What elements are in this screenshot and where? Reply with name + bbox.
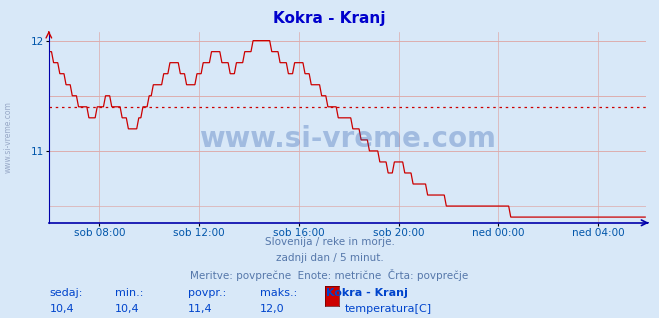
Text: 10,4: 10,4 bbox=[49, 304, 74, 314]
Text: maks.:: maks.: bbox=[260, 288, 298, 298]
Text: povpr.:: povpr.: bbox=[188, 288, 226, 298]
Text: temperatura[C]: temperatura[C] bbox=[345, 304, 432, 314]
Text: Kokra - Kranj: Kokra - Kranj bbox=[326, 288, 408, 298]
Text: min.:: min.: bbox=[115, 288, 144, 298]
Text: Kokra - Kranj: Kokra - Kranj bbox=[273, 11, 386, 26]
Text: Meritve: povprečne  Enote: metrične  Črta: povprečje: Meritve: povprečne Enote: metrične Črta:… bbox=[190, 269, 469, 281]
Text: zadnji dan / 5 minut.: zadnji dan / 5 minut. bbox=[275, 253, 384, 263]
Text: sedaj:: sedaj: bbox=[49, 288, 83, 298]
Text: www.si-vreme.com: www.si-vreme.com bbox=[3, 101, 13, 173]
Text: www.si-vreme.com: www.si-vreme.com bbox=[199, 125, 496, 153]
Text: 10,4: 10,4 bbox=[115, 304, 140, 314]
Text: Slovenija / reke in morje.: Slovenija / reke in morje. bbox=[264, 237, 395, 247]
Text: 11,4: 11,4 bbox=[188, 304, 212, 314]
Text: 12,0: 12,0 bbox=[260, 304, 285, 314]
